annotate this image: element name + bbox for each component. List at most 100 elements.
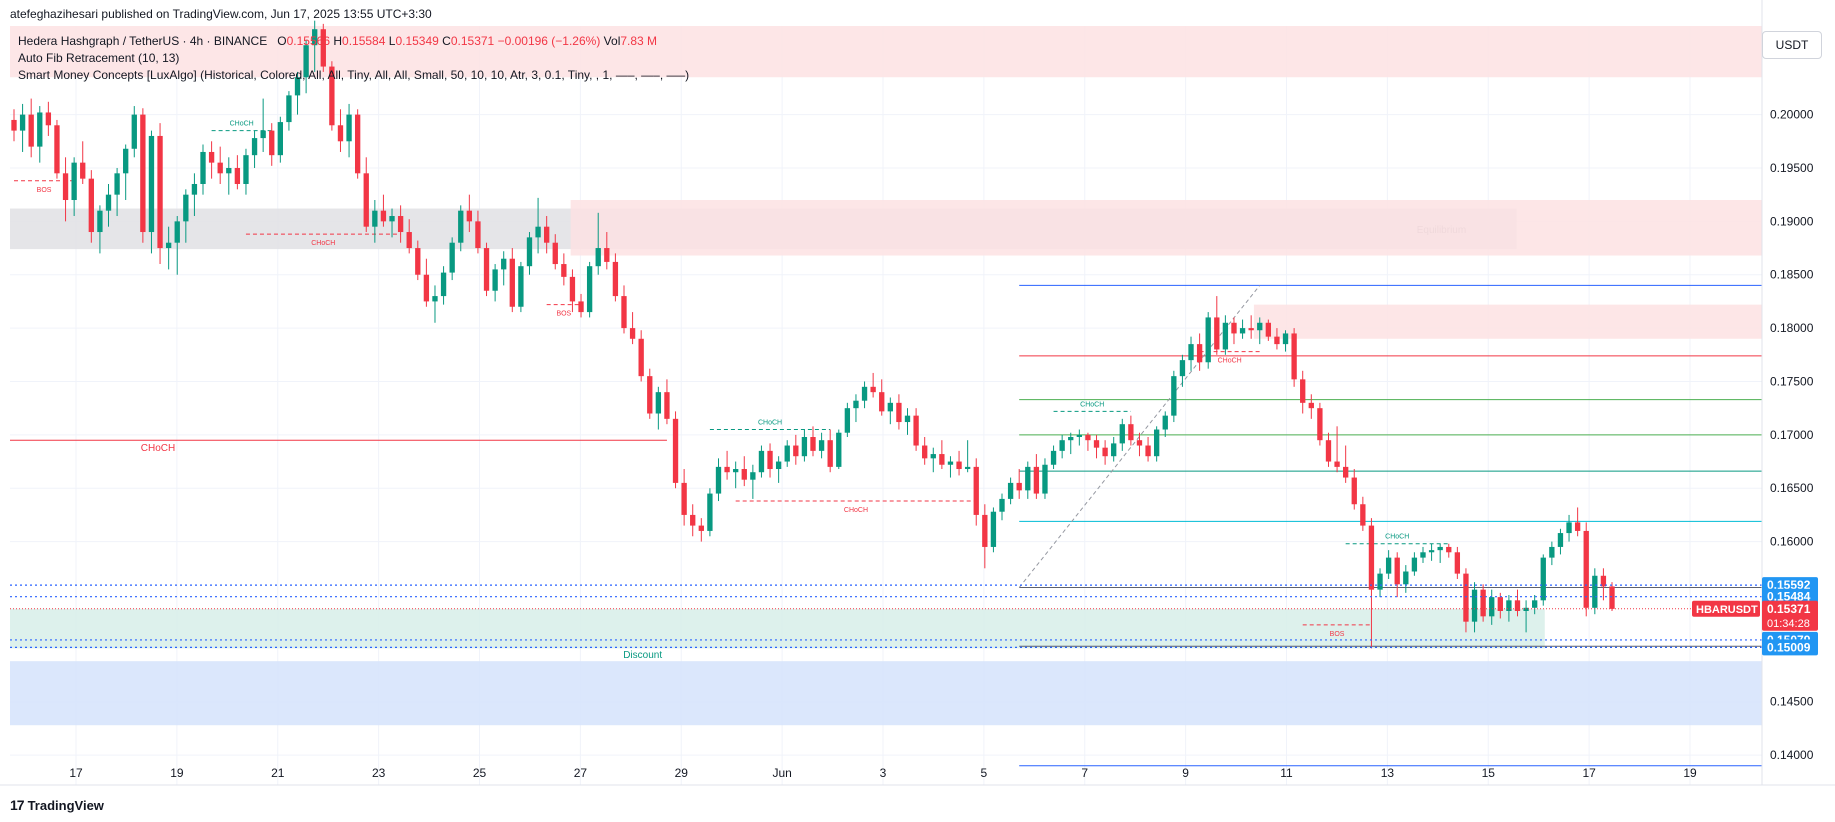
candle-up bbox=[818, 440, 825, 451]
candle-up bbox=[1592, 575, 1598, 608]
candle-down bbox=[509, 258, 515, 307]
candle-up bbox=[801, 436, 808, 457]
candle-up bbox=[758, 450, 765, 473]
candle-up bbox=[1222, 322, 1229, 350]
candle-up bbox=[733, 469, 739, 473]
candle-up bbox=[1162, 415, 1168, 430]
candle-down bbox=[939, 454, 945, 465]
candle-down bbox=[483, 248, 490, 291]
candle-up bbox=[346, 114, 352, 142]
structure-label: BOS bbox=[556, 311, 571, 318]
fib-trend-line bbox=[1018, 285, 1261, 588]
time-tick-label: 9 bbox=[1182, 766, 1189, 780]
candle-down bbox=[234, 167, 241, 184]
price-badge-label: 0.15484 bbox=[1767, 590, 1811, 604]
tradingview-logo[interactable]: 17 TradingView bbox=[10, 797, 104, 813]
candle-up bbox=[372, 210, 378, 227]
candle-up bbox=[999, 498, 1005, 512]
candle-up bbox=[260, 130, 266, 139]
candle-down bbox=[672, 418, 679, 483]
candle-up bbox=[71, 162, 77, 201]
supply-zone bbox=[1253, 304, 1762, 339]
candle-down bbox=[982, 514, 988, 547]
candle-up bbox=[518, 266, 524, 307]
candle-up bbox=[19, 114, 26, 131]
candle-down bbox=[1454, 552, 1461, 574]
last-price-label: 0.15371 bbox=[1767, 602, 1811, 616]
grid-lines bbox=[10, 26, 1762, 785]
candle-down bbox=[1583, 530, 1589, 608]
candle-up bbox=[312, 29, 318, 46]
candle-down bbox=[1274, 336, 1280, 345]
candle-up bbox=[200, 151, 206, 184]
candle-up bbox=[1471, 589, 1478, 622]
symbol-tag bbox=[1692, 600, 1760, 617]
candles[interactable] bbox=[11, 20, 1615, 649]
candle-up bbox=[715, 466, 722, 494]
currency-button[interactable]: USDT bbox=[1762, 31, 1822, 59]
candle-down bbox=[1325, 440, 1332, 462]
candle-down bbox=[423, 274, 430, 302]
candle-down bbox=[62, 173, 69, 201]
price-tick-label: 0.14000 bbox=[1770, 748, 1814, 762]
candle-down bbox=[1574, 522, 1581, 531]
candle-down bbox=[320, 29, 326, 67]
time-tick-label: 29 bbox=[675, 766, 689, 780]
candle-up bbox=[114, 173, 120, 195]
candle-up bbox=[1282, 333, 1289, 345]
candle-up bbox=[904, 415, 911, 423]
price-axis[interactable]: 0.20000 0.19500 0.19000 0.18500 0.18000 0.175… bbox=[1761, 0, 1814, 785]
candle-down bbox=[1497, 597, 1503, 611]
symbol-legend[interactable]: Hedera Hashgraph / TetherUS · 4h · BINAN… bbox=[18, 34, 657, 48]
published-line: atefeghazihesari published on TradingVie… bbox=[10, 7, 432, 21]
candle-down bbox=[1334, 461, 1340, 467]
candle-up bbox=[750, 472, 756, 480]
candle-up bbox=[458, 210, 464, 243]
candle-down bbox=[80, 162, 86, 179]
symbol-tag-label: HBARUSDT bbox=[1696, 604, 1758, 616]
candle-up bbox=[1566, 522, 1572, 534]
candle-up bbox=[191, 183, 198, 195]
indicator-smc-legend[interactable]: Smart Money Concepts [LuxAlgo] (Historic… bbox=[18, 68, 690, 82]
symbol-name[interactable]: Hedera Hashgraph / TetherUS · 4h · BINAN… bbox=[18, 34, 268, 48]
candle-up bbox=[655, 392, 662, 414]
candle-down bbox=[569, 276, 576, 302]
candle-up bbox=[1557, 533, 1564, 547]
candle-up bbox=[251, 138, 258, 156]
low-value: 0.15349 bbox=[395, 34, 439, 48]
close-value: 0.15371 bbox=[450, 34, 495, 48]
volume-label: Vol bbox=[603, 34, 621, 48]
candle-up bbox=[97, 210, 103, 233]
candle-down bbox=[973, 466, 979, 515]
candle-down bbox=[1265, 322, 1272, 337]
time-tick-label: 19 bbox=[1683, 766, 1697, 780]
demand-zone bbox=[10, 608, 1545, 649]
smc-zones: EquilibriumDiscount bbox=[10, 26, 1762, 726]
candle-up bbox=[148, 135, 155, 233]
candle-down bbox=[363, 173, 369, 227]
tradingview-logo-icon: 17 bbox=[10, 797, 25, 813]
time-axis[interactable]: 17 19 21 23 25 27 29 Jun 3 5 7 9 11 13 15 17 19 bbox=[0, 766, 1835, 786]
candle-up bbox=[526, 237, 533, 267]
candle-up bbox=[930, 454, 936, 459]
candle-down bbox=[810, 436, 816, 451]
candle-down bbox=[604, 248, 610, 262]
candle-down bbox=[1343, 466, 1349, 478]
indicator-fib-legend[interactable]: Auto Fib Retracement (10, 13) bbox=[18, 51, 180, 65]
price-tick-label: 0.20000 bbox=[1770, 108, 1814, 122]
candle-down bbox=[1033, 466, 1040, 494]
candle-up bbox=[286, 95, 292, 123]
candle-up bbox=[389, 216, 395, 222]
candle-up bbox=[1111, 443, 1117, 457]
candle-down bbox=[544, 226, 550, 243]
price-badge bbox=[1762, 588, 1818, 605]
structure-label: CHoCH bbox=[758, 420, 782, 427]
candle-down bbox=[647, 376, 653, 414]
candle-down bbox=[681, 482, 687, 515]
candle-up bbox=[964, 466, 971, 470]
candle-down bbox=[1480, 589, 1486, 617]
candle-up bbox=[37, 112, 43, 147]
candle-up bbox=[1171, 376, 1177, 416]
